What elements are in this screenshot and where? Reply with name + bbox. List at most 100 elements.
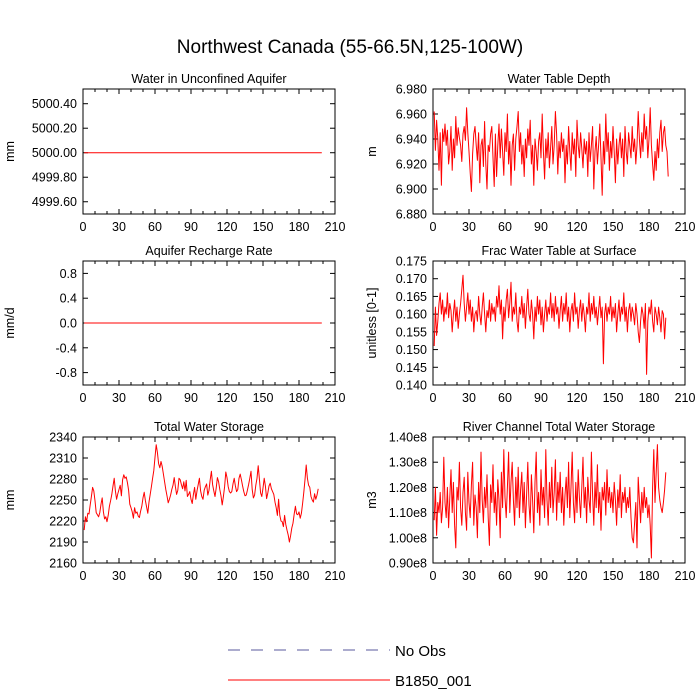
y-tick-label: 2310 xyxy=(49,452,77,466)
x-tick-label: 30 xyxy=(112,391,126,405)
x-tick-label: 210 xyxy=(325,391,346,405)
x-tick-label: 120 xyxy=(567,391,588,405)
figure-title: Northwest Canada (55-66.5N,125-100W) xyxy=(177,37,523,58)
y-tick-label: 6.920 xyxy=(396,158,427,172)
x-tick-label: 210 xyxy=(325,220,346,234)
x-tick-label: 60 xyxy=(498,391,512,405)
chart-p6: River Channel Total Water Storage 0 30 60 90… xyxy=(365,420,695,583)
y-tick-label: 0.4 xyxy=(60,292,77,306)
y-tick-label: 2250 xyxy=(49,494,77,508)
series-line-b1850-001 xyxy=(433,107,669,196)
x-tick-label: 90 xyxy=(534,391,548,405)
x-tick-label: 90 xyxy=(184,220,198,234)
y-axis-label: m3 xyxy=(365,491,379,508)
chart-title: River Channel Total Water Storage xyxy=(463,420,656,434)
x-tick-label: 120 xyxy=(217,391,238,405)
y-tick-label: 0.175 xyxy=(396,255,427,269)
y-tick-label: 0.145 xyxy=(396,361,427,375)
x-tick-label: 210 xyxy=(325,569,346,583)
axes-frame xyxy=(82,436,336,564)
y-tick-label: 6.900 xyxy=(396,183,427,197)
y-tick-label: 6.960 xyxy=(396,108,427,122)
y-tick-label: 6.940 xyxy=(396,133,427,147)
y-tick-label: 5000.40 xyxy=(32,97,77,111)
x-tick-label: 0 xyxy=(80,569,87,583)
y-tick-label: 0.155 xyxy=(396,325,427,339)
y-tick-label: 0.8 xyxy=(60,267,77,281)
x-tick-label: 210 xyxy=(675,220,696,234)
y-tick-label: 5000.20 xyxy=(32,122,77,136)
x-tick-label: 180 xyxy=(289,391,310,405)
legend-label-b1850: B1850_001 xyxy=(395,673,472,690)
y-tick-label: 4999.80 xyxy=(32,171,77,185)
x-tick-label: 0 xyxy=(430,569,437,583)
y-tick-label: 0.160 xyxy=(396,308,427,322)
y-tick-label: 1.20e8 xyxy=(389,481,427,495)
y-tick-label: 1.40e8 xyxy=(389,431,427,445)
series-line-b1850-001 xyxy=(433,274,667,375)
x-tick-label: 120 xyxy=(217,569,238,583)
x-tick-label: 180 xyxy=(639,391,660,405)
y-tick-label: 0.170 xyxy=(396,272,427,286)
y-tick-label: 0.140 xyxy=(396,379,427,393)
chart-p5: Total Water Storage 0 30 60 90 120 150 180 210 21… xyxy=(3,420,345,583)
series-line-b1850-001 xyxy=(433,444,667,559)
y-axis-label: unitless [0-1] xyxy=(365,288,379,359)
x-tick-label: 120 xyxy=(567,569,588,583)
y-tick-label: 2190 xyxy=(49,536,77,550)
x-tick-label: 180 xyxy=(639,220,660,234)
x-tick-label: 180 xyxy=(289,569,310,583)
x-tick-label: 60 xyxy=(498,569,512,583)
plots-container: Water in Unconfined Aquifer 0 30 60 90 120 150… xyxy=(3,72,695,583)
y-tick-label: 6.880 xyxy=(396,208,427,222)
x-tick-label: 150 xyxy=(603,220,624,234)
chart-title: Aquifer Recharge Rate xyxy=(145,244,272,258)
x-tick-label: 90 xyxy=(184,391,198,405)
y-tick-label: 6.980 xyxy=(396,83,427,97)
x-tick-label: 60 xyxy=(148,220,162,234)
x-tick-label: 30 xyxy=(462,569,476,583)
x-tick-label: 120 xyxy=(217,220,238,234)
x-tick-label: 150 xyxy=(253,569,274,583)
x-tick-label: 150 xyxy=(253,220,274,234)
axes-frame xyxy=(432,260,686,386)
series-line-b1850-001 xyxy=(83,444,319,543)
chart-p1: Water in Unconfined Aquifer 0 30 60 90 120 150… xyxy=(3,72,345,234)
x-tick-label: 210 xyxy=(675,569,696,583)
y-tick-label: 0.165 xyxy=(396,290,427,304)
x-tick-label: 0 xyxy=(80,220,87,234)
y-tick-label: 2280 xyxy=(49,473,77,487)
chart-p3: Aquifer Recharge Rate 0 30 60 90 120 150 180 210… xyxy=(3,244,345,405)
chart-title: Water in Unconfined Aquifer xyxy=(131,72,286,86)
y-axis-label: mm xyxy=(3,490,17,511)
x-tick-label: 180 xyxy=(639,569,660,583)
x-tick-label: 90 xyxy=(534,220,548,234)
y-tick-label: -0.4 xyxy=(55,341,77,355)
chart-p2: Water Table Depth 0 30 60 90 120 150 180 210 6.88… xyxy=(365,72,695,234)
x-tick-label: 0 xyxy=(430,391,437,405)
x-tick-label: 180 xyxy=(289,220,310,234)
chart-p4: Frac Water Table at Surface 0 30 60 90 120 150… xyxy=(365,244,695,405)
x-tick-label: 60 xyxy=(148,391,162,405)
x-tick-label: 30 xyxy=(112,569,126,583)
x-tick-label: 60 xyxy=(498,220,512,234)
x-tick-label: 120 xyxy=(567,220,588,234)
y-axis-label: m xyxy=(365,146,379,156)
y-tick-label: 2220 xyxy=(49,515,77,529)
x-tick-label: 150 xyxy=(603,569,624,583)
x-tick-label: 0 xyxy=(80,391,87,405)
y-tick-label: 0.150 xyxy=(396,343,427,357)
chart-title: Total Water Storage xyxy=(154,420,264,434)
x-tick-label: 60 xyxy=(148,569,162,583)
legend: No Obs B1850_001 xyxy=(228,643,472,690)
chart-title: Water Table Depth xyxy=(508,72,611,86)
y-tick-label: 0.90e8 xyxy=(389,557,427,571)
x-tick-label: 30 xyxy=(462,220,476,234)
x-tick-label: 90 xyxy=(184,569,198,583)
x-tick-label: 210 xyxy=(675,391,696,405)
y-tick-label: 2340 xyxy=(49,431,77,445)
y-axis-label: mm xyxy=(3,141,17,162)
x-tick-label: 150 xyxy=(603,391,624,405)
y-tick-label: -0.8 xyxy=(55,366,77,380)
